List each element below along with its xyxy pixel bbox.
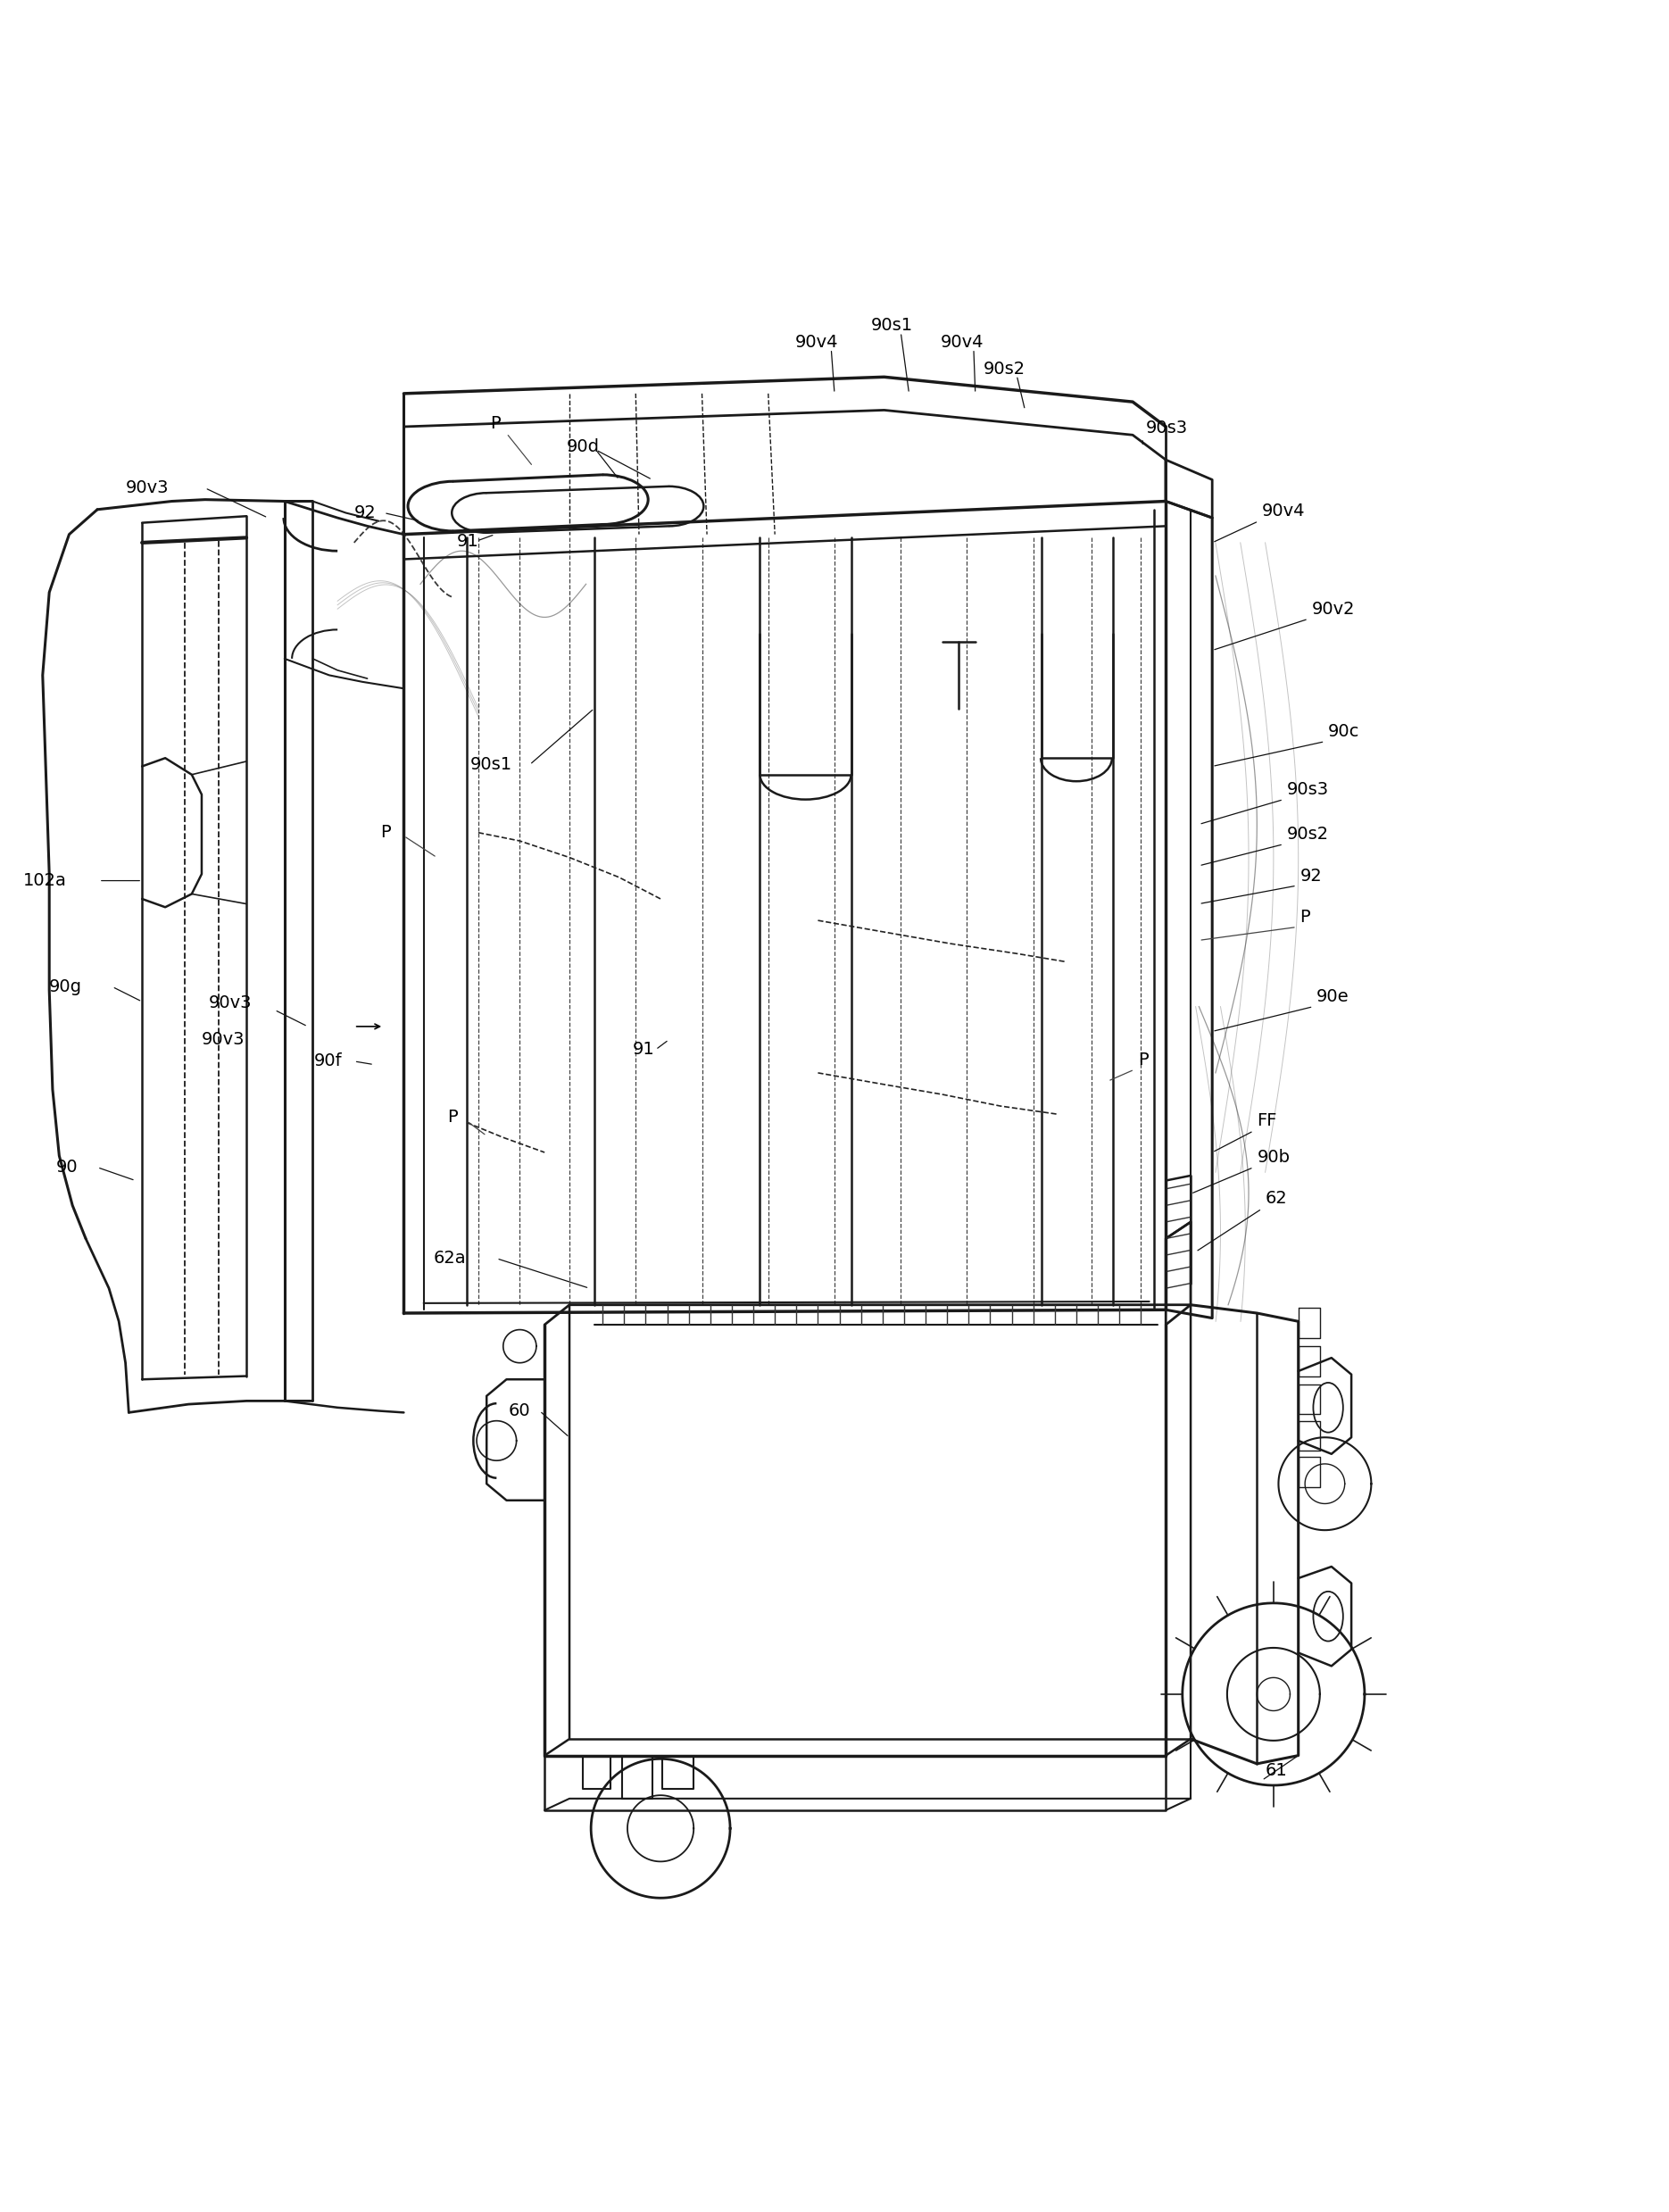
- Text: 90e: 90e: [1317, 989, 1349, 1004]
- Text: 62a: 62a: [434, 1250, 466, 1267]
- Text: 90v4: 90v4: [941, 334, 983, 352]
- Text: 90v3: 90v3: [209, 995, 252, 1011]
- Text: 90s2: 90s2: [983, 361, 1026, 378]
- Text: 90s3: 90s3: [1287, 781, 1329, 799]
- Text: 60: 60: [507, 1402, 531, 1420]
- Text: P: P: [381, 825, 391, 841]
- Text: P: P: [447, 1108, 457, 1126]
- Text: 90v3: 90v3: [202, 1031, 245, 1048]
- Text: P: P: [1138, 1051, 1148, 1068]
- Text: 90v4: 90v4: [1262, 502, 1305, 520]
- Text: 90v3: 90v3: [125, 480, 169, 495]
- Text: 61: 61: [1265, 1763, 1287, 1778]
- Text: 92: 92: [354, 504, 376, 522]
- Text: 90s1: 90s1: [471, 757, 512, 774]
- Text: 90v4: 90v4: [794, 334, 838, 352]
- Text: 90g: 90g: [50, 978, 82, 995]
- Text: 90d: 90d: [566, 438, 599, 456]
- Text: P: P: [491, 416, 501, 431]
- Text: 90s3: 90s3: [1147, 420, 1188, 436]
- Text: 91: 91: [457, 533, 479, 549]
- Text: 102a: 102a: [23, 872, 67, 889]
- Text: P: P: [1300, 909, 1310, 925]
- Text: 90f: 90f: [314, 1053, 342, 1071]
- Text: FF: FF: [1257, 1113, 1277, 1130]
- Text: 90s2: 90s2: [1287, 825, 1329, 843]
- Text: 90s1: 90s1: [871, 316, 913, 334]
- Text: 90v2: 90v2: [1312, 599, 1355, 617]
- Text: 90: 90: [55, 1159, 78, 1177]
- Text: 90c: 90c: [1329, 723, 1360, 741]
- Text: 90b: 90b: [1257, 1148, 1290, 1166]
- Text: 92: 92: [1300, 867, 1322, 885]
- Text: 91: 91: [633, 1042, 654, 1057]
- Text: 62: 62: [1265, 1190, 1287, 1208]
